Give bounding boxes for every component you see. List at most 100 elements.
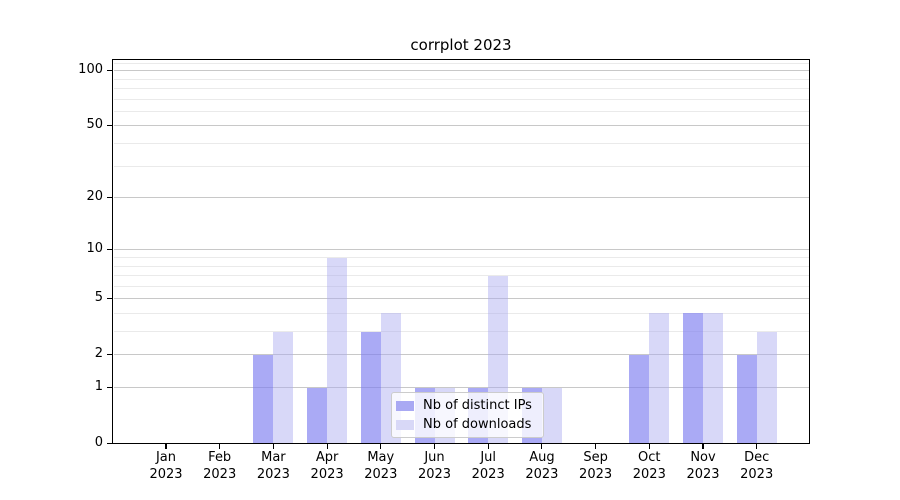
gridline-minor	[113, 62, 809, 64]
x-tick-label: Oct 2023	[617, 450, 681, 483]
gridline-minor	[113, 78, 809, 80]
gridline-major	[113, 249, 809, 251]
gridline-minor	[113, 285, 809, 287]
bar	[307, 387, 328, 444]
x-tick-label-year: 2023	[740, 466, 774, 482]
x-axis-tick	[165, 443, 167, 449]
y-tick-label: 2	[94, 346, 103, 362]
legend-item-downloads: Nb of downloads	[396, 416, 537, 433]
x-tick-label: May 2023	[349, 450, 413, 483]
y-axis-tick	[107, 196, 112, 199]
x-tick-label-month: Aug	[529, 450, 555, 465]
x-tick-label-year: 2023	[364, 466, 398, 482]
y-tick-label: 50	[86, 117, 103, 133]
x-axis-tick	[433, 443, 436, 449]
x-tick-label: Nov 2023	[671, 450, 735, 483]
legend-item-distinct-ips: Nb of distinct IPs	[396, 397, 537, 414]
y-axis-tick	[107, 298, 112, 300]
x-axis-tick	[756, 443, 758, 449]
x-tick-label-year: 2023	[417, 466, 452, 482]
gridline-major	[113, 387, 809, 388]
x-axis-tick	[595, 443, 597, 449]
x-tick-label: Jul 2023	[456, 450, 520, 483]
gridline-minor	[113, 165, 809, 167]
bar	[629, 354, 650, 444]
gridline-major	[113, 298, 809, 300]
gridline-major	[113, 354, 809, 356]
bar	[273, 331, 294, 444]
x-tick-label-year: 2023	[471, 466, 505, 482]
x-tick-label-month: May	[367, 450, 395, 465]
gridline-major	[113, 125, 809, 127]
legend-label-distinct-ips: Nb of distinct IPs	[423, 398, 532, 413]
gridline-minor	[113, 110, 809, 112]
x-tick-label: Dec 2023	[725, 450, 789, 483]
bar	[253, 354, 274, 444]
bar	[736, 354, 757, 444]
y-tick-label: 0	[94, 435, 103, 450]
x-tick-label-year: 2023	[256, 466, 290, 482]
x-tick-label: Apr 2023	[295, 450, 359, 483]
legend-label-downloads: Nb of downloads	[423, 417, 532, 432]
x-tick-label: Sep 2023	[564, 450, 628, 483]
bar	[360, 331, 381, 444]
legend-swatch-distinct-ips	[396, 400, 414, 411]
x-tick-label-month: Jan	[155, 450, 177, 465]
x-tick-label-month: Feb	[208, 450, 232, 465]
x-tick-label-month: Apr	[315, 450, 339, 465]
x-tick-label-year: 2023	[632, 466, 666, 482]
y-tick-label: 20	[86, 189, 103, 205]
x-axis-tick	[380, 443, 382, 449]
gridline-major	[113, 70, 809, 72]
x-tick-label-year: 2023	[525, 466, 559, 482]
gridline-minor	[113, 143, 809, 145]
bar	[649, 313, 670, 444]
y-axis-tick	[107, 354, 112, 356]
x-tick-label-year: 2023	[579, 466, 613, 482]
x-tick-label: Mar 2023	[241, 450, 305, 483]
y-tick-label: 100	[78, 62, 103, 78]
bar	[703, 313, 723, 444]
x-tick-label-month: Dec	[744, 450, 770, 465]
x-tick-label-month: Jun	[424, 450, 445, 465]
x-tick-label-year: 2023	[149, 466, 183, 482]
y-tick-label: 1	[94, 379, 103, 394]
gridline-minor	[113, 98, 809, 100]
x-tick-label: Jan 2023	[134, 450, 198, 483]
x-axis-tick	[541, 443, 543, 449]
x-tick-label-month: Sep	[583, 450, 608, 465]
x-axis-tick	[272, 443, 274, 449]
bar	[541, 387, 562, 444]
x-tick-label: Feb 2023	[188, 450, 252, 483]
x-tick-label-year: 2023	[310, 466, 344, 482]
gridline-major	[113, 197, 809, 199]
gridline-minor	[113, 331, 809, 333]
x-tick-label: Jun 2023	[403, 450, 467, 483]
legend-swatch-downloads	[396, 419, 414, 430]
x-tick-label-month: Oct	[638, 450, 661, 465]
x-tick-label-year: 2023	[203, 466, 237, 482]
x-tick-label: Aug 2023	[510, 450, 574, 483]
y-axis-tick	[107, 386, 112, 389]
gridline-minor	[113, 88, 809, 90]
y-axis-tick	[107, 70, 112, 72]
gridline-minor	[113, 257, 809, 258]
x-axis-tick	[219, 443, 221, 449]
x-axis-tick	[648, 443, 650, 449]
chart-title: corrplot 2023	[410, 36, 512, 54]
y-axis-tick	[107, 249, 112, 251]
gridline-minor	[113, 312, 809, 314]
legend: Nb of distinct IPs Nb of downloads	[391, 392, 544, 438]
x-tick-label-month: Mar	[261, 450, 286, 465]
y-tick-label: 5	[94, 290, 103, 306]
gridline-minor	[113, 275, 809, 277]
x-tick-label-month: Jul	[480, 450, 497, 465]
bar	[756, 331, 777, 444]
x-tick-label-year: 2023	[686, 466, 720, 482]
bar	[683, 313, 703, 444]
x-axis-tick	[702, 443, 704, 449]
y-axis-tick	[107, 442, 112, 445]
gridline-minor	[113, 265, 809, 267]
x-axis-tick	[487, 443, 489, 449]
